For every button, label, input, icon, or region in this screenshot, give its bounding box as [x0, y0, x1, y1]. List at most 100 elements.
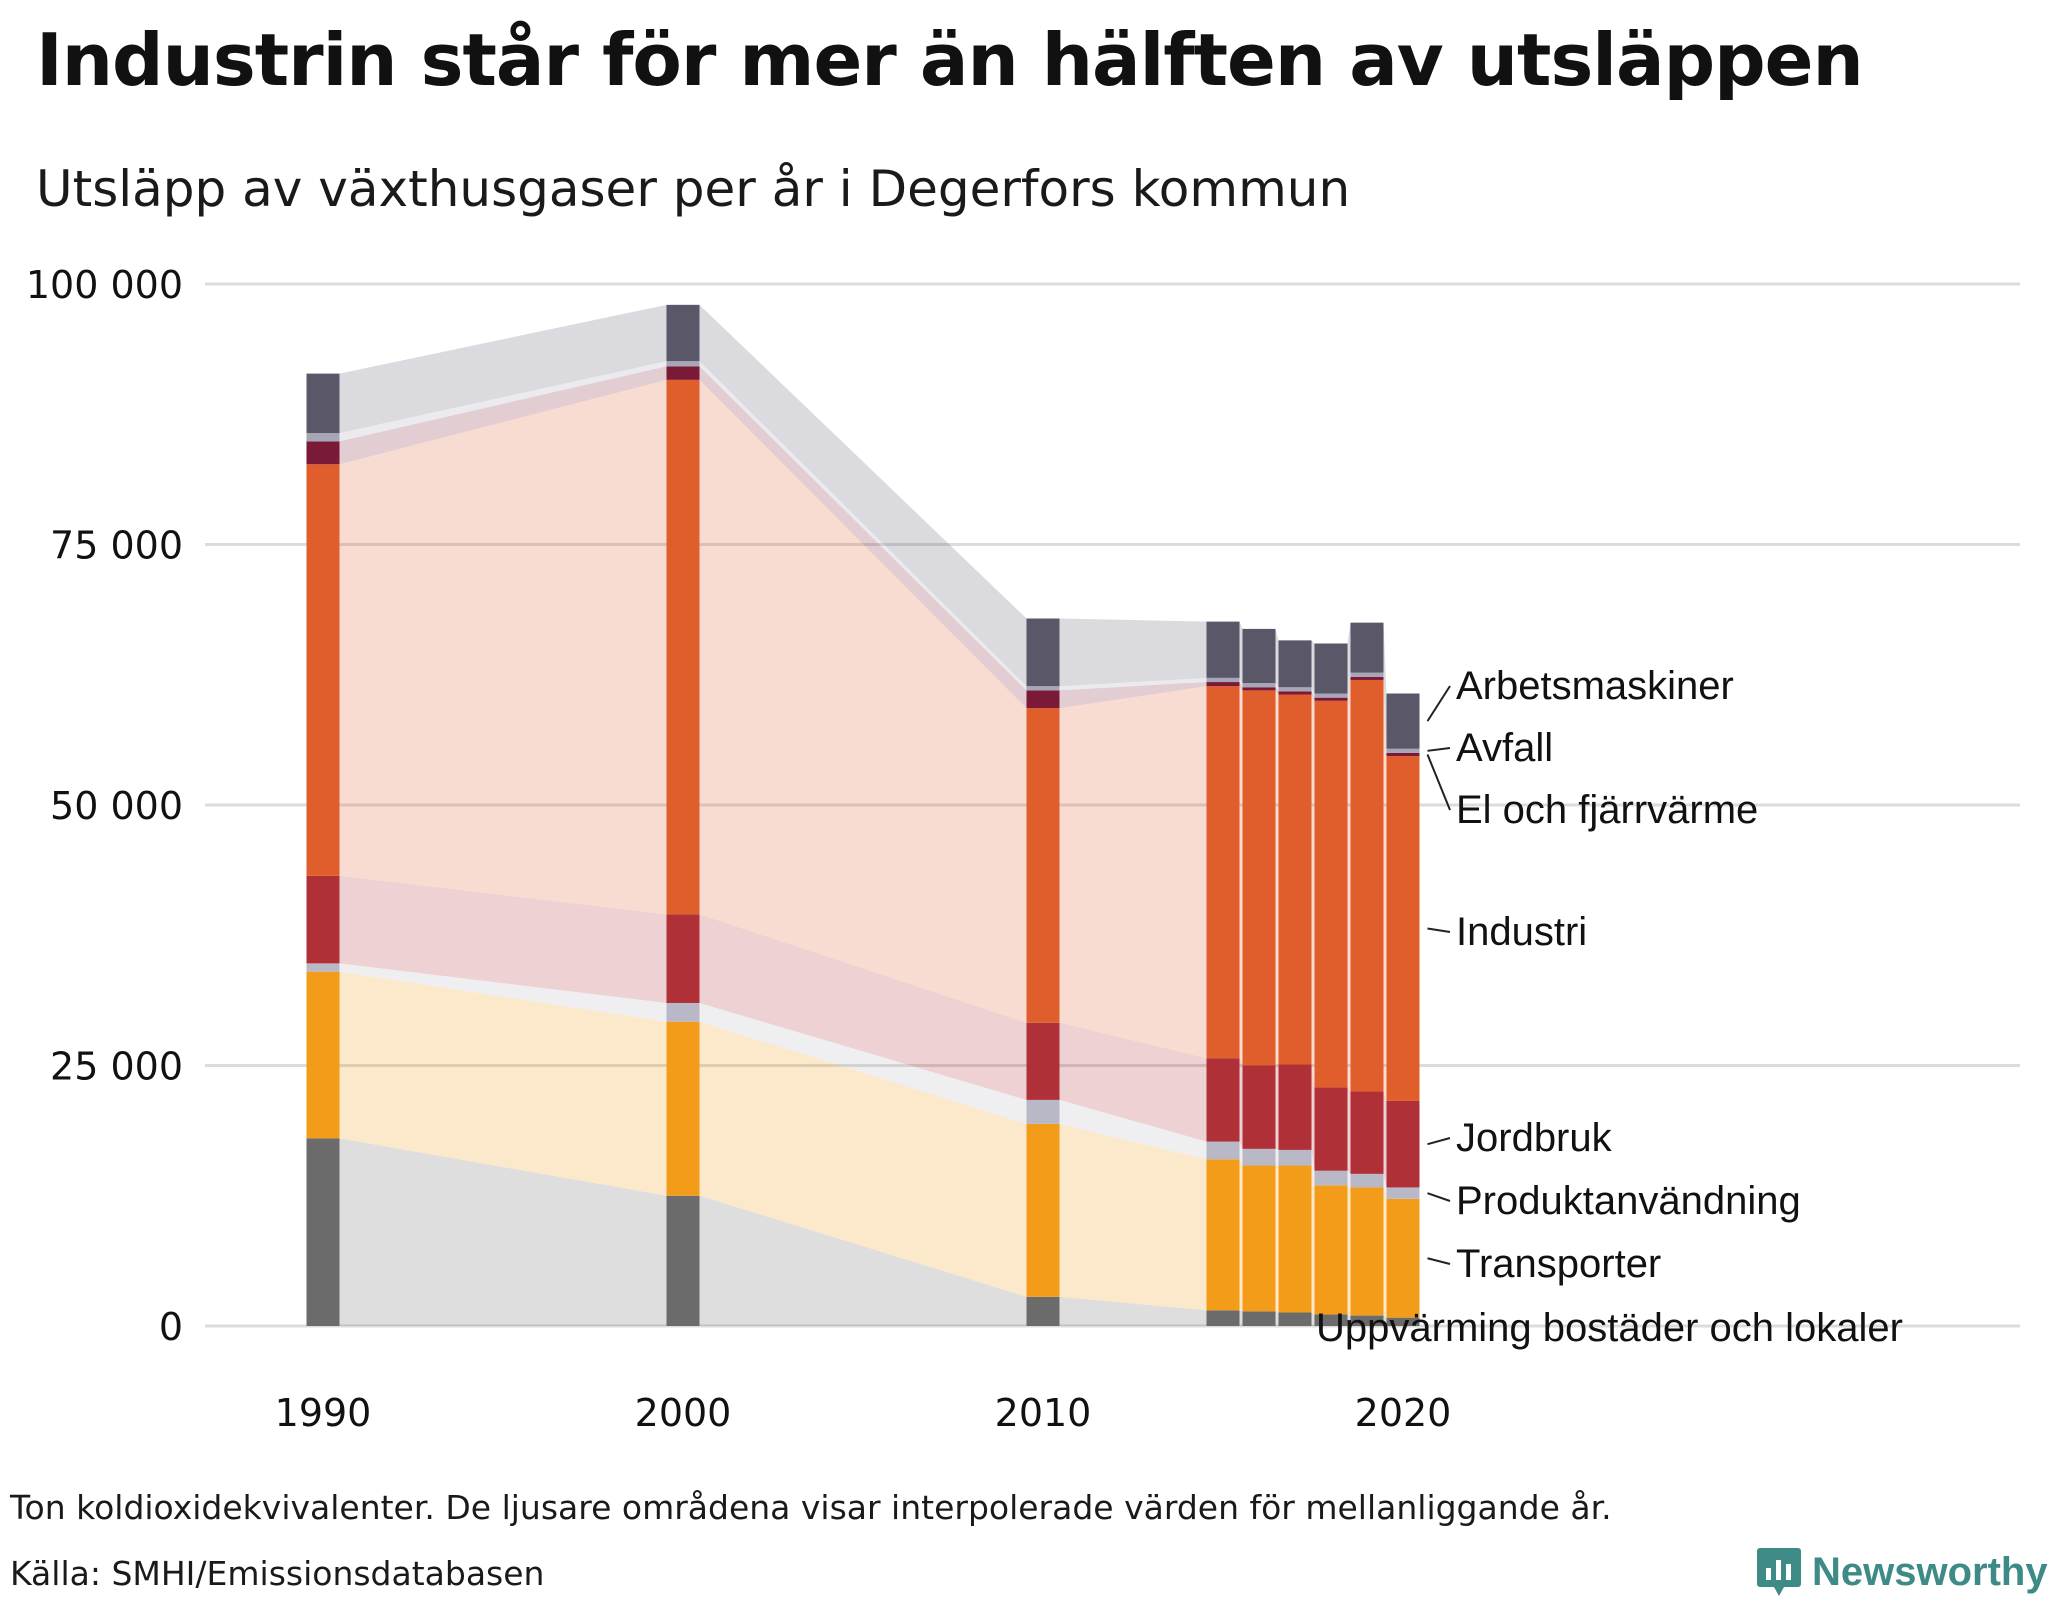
bar-segment — [1278, 1064, 1312, 1150]
bar-segment — [1314, 1087, 1348, 1171]
interpolated-area — [1383, 1315, 1387, 1326]
x-tick-label: 2010 — [995, 1391, 1092, 1435]
bar-segment — [1026, 618, 1060, 687]
bar-segment — [1350, 676, 1384, 680]
interpolated-area — [699, 361, 1027, 691]
bar-segment — [1314, 693, 1348, 698]
interpolated-area — [1275, 1165, 1279, 1313]
bar-segment — [666, 1002, 700, 1022]
interpolated-area — [1347, 676, 1351, 701]
bar-segment — [1314, 1314, 1348, 1326]
series-label: Jordbruk — [1456, 1116, 1613, 1160]
bar-segment — [1206, 686, 1240, 1059]
bar-segment — [666, 361, 700, 367]
interpolated-area — [339, 361, 667, 442]
bar-segment — [666, 366, 700, 380]
interpolated-area — [1383, 622, 1387, 749]
bar-segment — [1350, 1173, 1384, 1188]
series-label: Arbetsmaskiner — [1456, 664, 1734, 708]
interpolated-area — [1311, 1064, 1315, 1171]
bar-segment — [1278, 1149, 1312, 1166]
bar-segment — [1350, 672, 1384, 677]
interpolated-area — [1239, 686, 1243, 1066]
interpolated-area — [699, 1002, 1027, 1124]
bar-segment — [666, 914, 700, 1003]
leader-line — [1426, 754, 1451, 811]
interpolated-area — [1311, 1165, 1315, 1315]
bar-segment — [1242, 687, 1276, 691]
bar-segment — [1242, 1165, 1276, 1312]
interpolated-area — [1311, 1312, 1315, 1326]
interpolated-area — [1239, 682, 1243, 691]
x-tick-label: 2020 — [1355, 1391, 1452, 1435]
interpolated-area — [1275, 628, 1279, 688]
interpolated-area — [1275, 1148, 1279, 1166]
interpolated-area — [1275, 1311, 1279, 1326]
bar-segment — [1386, 1317, 1420, 1326]
interpolated-area — [1059, 677, 1207, 691]
leader-line — [1427, 1137, 1451, 1146]
interpolated-area — [1383, 672, 1387, 753]
interpolated-area — [699, 379, 1027, 1023]
bar-segment — [1314, 643, 1348, 694]
interpolated-area — [1239, 677, 1243, 688]
bar-segment — [1350, 622, 1384, 673]
brand-name: Newsworthy — [1812, 1549, 2048, 1594]
bar-segment — [1386, 748, 1420, 753]
bar-segment — [1314, 700, 1348, 1088]
bar-segment — [1026, 1123, 1060, 1297]
interpolated-area — [1239, 1141, 1243, 1166]
bar-segment — [666, 304, 700, 362]
interpolated-area — [1383, 676, 1387, 757]
interpolated-area — [1059, 1022, 1207, 1142]
interpolated-area — [699, 914, 1027, 1100]
bar-segment — [1206, 621, 1240, 678]
bar-segment — [1026, 690, 1060, 709]
bar-segment — [1386, 1187, 1420, 1199]
x-axis-tick-labels: 1990 2000 2010 2020 — [275, 1391, 1452, 1435]
interpolated-area — [1311, 691, 1315, 701]
interpolated-area — [1275, 687, 1279, 695]
interpolated-area — [1383, 1091, 1387, 1188]
interpolated-area — [339, 1138, 667, 1326]
series-labels: Uppvärming bostäder och lokaler Transport… — [1316, 664, 1903, 1350]
bar-segment — [1242, 1148, 1276, 1166]
interpolated-area — [1239, 1058, 1243, 1149]
bar-segment — [1026, 1099, 1060, 1124]
bar-segment — [1350, 679, 1384, 1092]
bar-segment — [306, 433, 340, 442]
chart-bubble-icon — [1757, 1548, 1801, 1596]
interpolated-area — [339, 875, 667, 1003]
bar-segment — [1314, 1170, 1348, 1186]
interpolated-area — [339, 304, 667, 434]
interpolated-area — [1059, 682, 1207, 709]
bar-segment — [1314, 697, 1348, 701]
bar-segment — [1386, 1100, 1420, 1188]
interpolated-area — [699, 1195, 1027, 1326]
bar-segment — [306, 963, 340, 972]
interpolated-area — [1311, 694, 1315, 1088]
bar-segment — [1242, 1311, 1276, 1326]
x-tick-label: 2000 — [635, 1391, 732, 1435]
interpolated-area — [339, 971, 667, 1196]
bar-segment — [1206, 1058, 1240, 1142]
leader-line — [1426, 685, 1451, 722]
bar-segment — [306, 875, 340, 964]
interpolated-area — [1347, 672, 1351, 698]
interpolated-area — [1275, 683, 1279, 692]
bar-segment — [1278, 1165, 1312, 1313]
bar-segment — [1026, 1296, 1060, 1326]
interpolated-area — [1059, 618, 1207, 687]
leader-line — [1427, 1257, 1451, 1265]
interpolated-area — [1059, 1296, 1207, 1326]
bar-segment — [1206, 677, 1240, 683]
series-label: El och fjärrvärme — [1456, 788, 1758, 832]
chart-title: Industrin står för mer än hälften av uts… — [36, 18, 1864, 102]
interpolated-area — [1347, 1087, 1351, 1174]
y-tick-label: 75 000 — [50, 524, 183, 568]
interpolated-area — [339, 379, 667, 915]
bar-segment — [1242, 690, 1276, 1066]
interpolated-area — [1059, 1099, 1207, 1160]
bar-segment — [1386, 1198, 1420, 1318]
bar-segment — [1026, 708, 1060, 1023]
